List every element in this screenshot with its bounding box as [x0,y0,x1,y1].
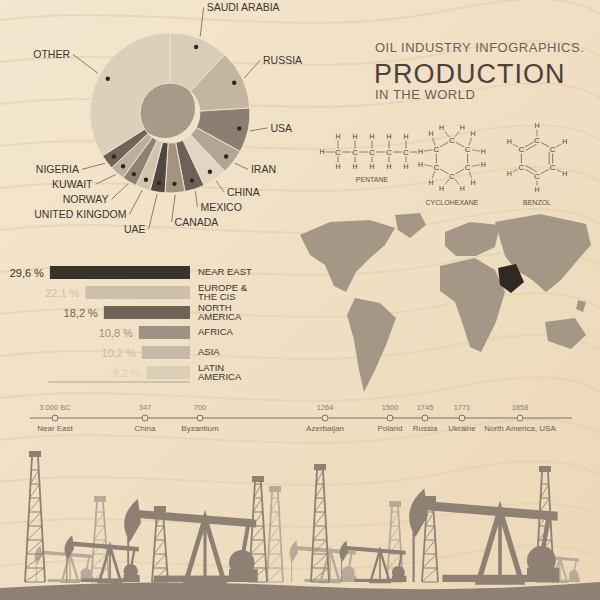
svg-text:C: C [519,145,525,154]
svg-text:SAUDI ARABIA: SAUDI ARABIA [207,1,280,13]
svg-text:Azerbaijan: Azerbaijan [306,424,344,433]
svg-text:KUWAIT: KUWAIT [52,178,93,190]
svg-text:29,6 %: 29,6 % [10,267,44,279]
svg-text:H: H [507,170,512,177]
svg-text:C: C [352,148,358,157]
svg-text:BENZOL: BENZOL [523,199,551,206]
svg-text:AFRICA: AFRICA [198,326,234,337]
svg-text:H: H [369,163,374,170]
svg-text:PRODUCTION: PRODUCTION [374,59,566,89]
svg-text:18,2 %: 18,2 % [64,307,98,319]
svg-text:USA: USA [270,122,292,134]
svg-text:H: H [403,133,408,140]
svg-text:NORWAY: NORWAY [63,193,109,205]
svg-text:700: 700 [194,403,207,412]
svg-text:H: H [471,130,476,137]
svg-text:H: H [507,138,512,145]
svg-text:10,8 %: 10,8 % [99,327,133,339]
svg-text:MEXICO: MEXICO [200,201,241,213]
svg-text:H: H [562,138,567,145]
svg-text:H: H [439,185,444,192]
svg-text:China: China [135,424,156,433]
svg-text:10,2 %: 10,2 % [101,347,135,359]
svg-text:PENTANE: PENTANE [356,176,389,183]
svg-text:C: C [434,145,440,154]
svg-text:CYCLOHEXANE: CYCLOHEXANE [426,199,479,206]
svg-text:C: C [465,145,471,154]
svg-text:C: C [465,163,471,172]
svg-text:3 000 BC: 3 000 BC [39,403,71,412]
svg-text:22,1 %: 22,1 % [45,287,79,299]
svg-text:H: H [352,133,357,140]
svg-text:1858: 1858 [512,403,529,412]
svg-text:H: H [428,179,433,186]
svg-text:IRAN: IRAN [251,163,276,175]
svg-text:CHINA: CHINA [227,186,260,198]
svg-text:H: H [439,124,444,131]
svg-text:NIGERIA: NIGERIA [36,163,79,175]
svg-text:Byzantium: Byzantium [181,424,219,433]
svg-text:C: C [335,148,341,157]
svg-text:C: C [534,136,540,145]
svg-text:C: C [449,172,455,181]
svg-text:C: C [534,172,540,181]
svg-text:Ukraine: Ukraine [448,424,476,433]
svg-text:H: H [471,179,476,186]
svg-text:C: C [449,136,455,145]
svg-text:C: C [403,148,409,157]
svg-text:Near East: Near East [37,424,73,433]
svg-text:UNITED KINGDOM: UNITED KINGDOM [34,208,126,220]
svg-text:Poland: Poland [378,424,403,433]
svg-text:H: H [418,148,423,155]
svg-text:H: H [403,163,408,170]
svg-text:1500: 1500 [382,403,399,412]
svg-text:C: C [386,148,392,157]
svg-text:H: H [369,133,374,140]
svg-text:H: H [562,170,567,177]
svg-text:RUSSIA: RUSSIA [263,54,302,66]
svg-text:1745: 1745 [417,403,434,412]
svg-text:UAE: UAE [124,223,146,235]
svg-text:NEAR EAST: NEAR EAST [198,266,252,277]
svg-text:OIL INDUSTRY INFOGRAPHICS.: OIL INDUSTRY INFOGRAPHICS. [375,40,584,55]
svg-text:H: H [319,148,324,155]
svg-text:H: H [335,133,340,140]
svg-text:NORTHAMERICA: NORTHAMERICA [198,302,242,323]
svg-text:H: H [460,124,465,131]
svg-text:347: 347 [139,403,152,412]
svg-text:H: H [481,148,486,155]
svg-text:C: C [519,163,525,172]
svg-text:LATINAMERICA: LATINAMERICA [198,362,242,383]
svg-text:9,2 %: 9,2 % [112,367,140,379]
svg-text:EUROPE &THE CIS: EUROPE &THE CIS [198,282,248,303]
svg-text:H: H [335,163,340,170]
svg-text:H: H [534,186,539,193]
svg-text:C: C [369,148,375,157]
svg-text:1771: 1771 [454,403,471,412]
svg-text:H: H [460,185,465,192]
svg-text:OTHER: OTHER [33,48,70,60]
svg-text:H: H [386,133,391,140]
svg-text:H: H [418,161,423,168]
svg-text:Russia: Russia [413,424,438,433]
svg-text:CANADA: CANADA [175,216,219,228]
svg-text:C: C [434,163,440,172]
svg-text:ASIA: ASIA [198,346,220,357]
svg-text:North America, USA: North America, USA [484,424,556,433]
svg-text:C: C [550,145,556,154]
svg-text:H: H [352,163,357,170]
svg-text:C: C [550,163,556,172]
svg-text:1264: 1264 [317,403,334,412]
svg-text:IN THE WORLD: IN THE WORLD [375,87,475,102]
svg-text:H: H [386,163,391,170]
svg-text:H: H [481,161,486,168]
svg-text:H: H [534,122,539,129]
svg-text:H: H [428,130,433,137]
